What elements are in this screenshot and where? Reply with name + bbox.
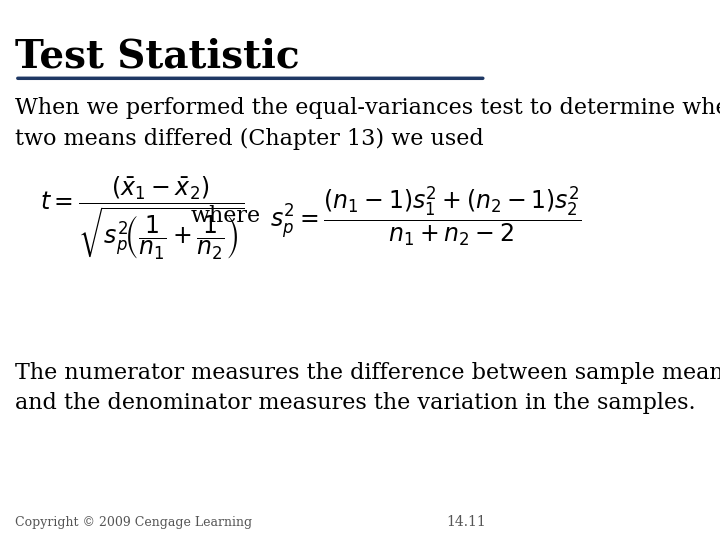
Text: 14.11: 14.11 — [446, 515, 485, 529]
Text: Copyright © 2009 Cengage Learning: Copyright © 2009 Cengage Learning — [15, 516, 252, 529]
Text: $s_p^2 = \dfrac{(n_1-1)s_1^2 + (n_2-1)s_2^2}{n_1 + n_2 - 2}$: $s_p^2 = \dfrac{(n_1-1)s_1^2 + (n_2-1)s_… — [270, 184, 582, 248]
Text: where: where — [190, 205, 261, 227]
Text: The numerator measures the difference between sample means
and the denominator m: The numerator measures the difference be… — [15, 362, 720, 414]
Text: Test Statistic: Test Statistic — [15, 38, 300, 76]
Text: When we performed the equal-variances test to determine whether
two means differ: When we performed the equal-variances te… — [15, 97, 720, 150]
Text: $t = \dfrac{(\bar{x}_1 - \bar{x}_2)}{\sqrt{s_p^2\!\left(\dfrac{1}{n_1}+\dfrac{1}: $t = \dfrac{(\bar{x}_1 - \bar{x}_2)}{\sq… — [40, 175, 245, 262]
